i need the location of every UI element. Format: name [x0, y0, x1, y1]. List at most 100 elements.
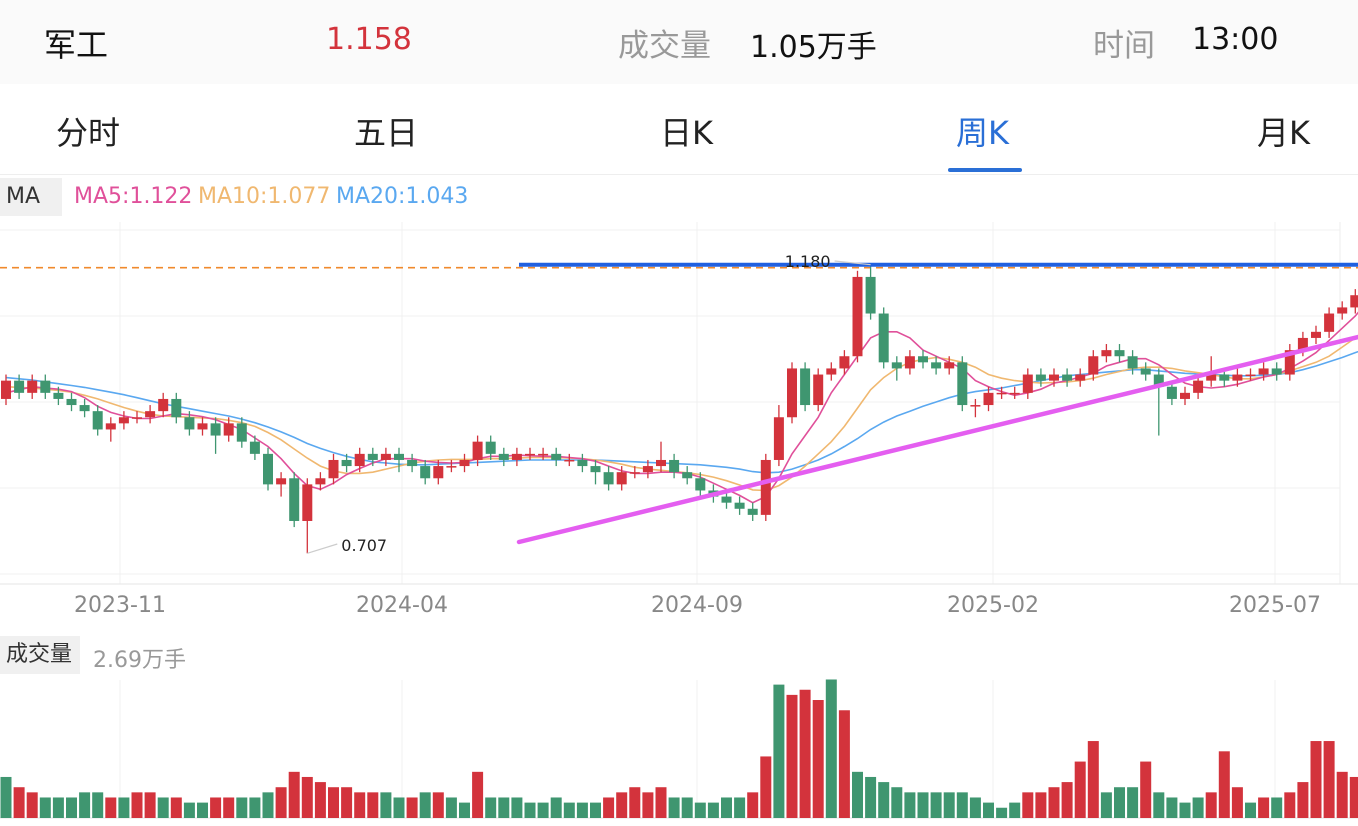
- candle-body: [184, 417, 195, 430]
- candle-body: [747, 508, 758, 515]
- volume-bar: [183, 802, 195, 818]
- candle-body: [394, 453, 404, 460]
- volume-indicator-selector[interactable]: 成交量: [0, 636, 80, 674]
- volume-bar: [1022, 792, 1034, 818]
- volume-bar: [157, 797, 169, 818]
- tab-monthly-k[interactable]: 月K: [1257, 114, 1310, 152]
- candle-body: [852, 276, 863, 357]
- candle-body: [682, 472, 693, 479]
- candle-body: [1049, 374, 1059, 381]
- candle-body: [236, 423, 247, 442]
- volume-bar: [275, 787, 287, 818]
- candle-body: [1206, 374, 1217, 381]
- volume-bar: [92, 792, 104, 818]
- volume-bar: [1310, 741, 1322, 818]
- candle-body: [1114, 350, 1125, 357]
- candle-body: [787, 368, 797, 418]
- volume-bar: [590, 802, 601, 818]
- tab-weekly-k[interactable]: 周K: [956, 114, 1009, 152]
- candle-body: [996, 392, 1007, 395]
- high-price-annotation: 1.180: [785, 252, 831, 271]
- last-price: 1.158: [326, 22, 412, 57]
- tab-five-day[interactable]: 五日: [354, 114, 419, 152]
- candle-body: [538, 453, 549, 456]
- tab-daily-k[interactable]: 日K: [660, 114, 713, 152]
- ma5-line: [5, 311, 1358, 504]
- volume-bar: [917, 792, 929, 818]
- active-tab-indicator: [948, 168, 1022, 172]
- candle-body: [328, 459, 339, 479]
- candle-body: [223, 423, 234, 436]
- candle-body: [564, 459, 575, 462]
- candle-body: [66, 398, 77, 406]
- volume-bar: [760, 756, 772, 818]
- volume-bar: [642, 792, 654, 818]
- instrument-name: 军工: [44, 26, 109, 64]
- volume-bar: [825, 679, 837, 818]
- candle-body: [656, 459, 666, 467]
- volume-bar: [1271, 797, 1283, 818]
- volume-bar: [1218, 751, 1230, 818]
- candle-body: [1350, 295, 1358, 308]
- candle-body: [210, 423, 221, 436]
- candle-body: [79, 405, 90, 412]
- volume-bar: [197, 802, 208, 818]
- volume-bar: [459, 802, 470, 818]
- candle-body: [1324, 313, 1335, 332]
- candle-body: [760, 459, 771, 515]
- volume-bar: [616, 792, 628, 818]
- candle-body: [92, 411, 103, 430]
- support-trendline: [516, 334, 1358, 545]
- candle-body: [407, 459, 418, 467]
- volume-bar: [367, 792, 379, 818]
- volume-bar: [524, 802, 536, 818]
- candle-body: [511, 453, 522, 460]
- volume-bar: [354, 792, 366, 818]
- candle-body: [1088, 356, 1099, 375]
- candle-body: [669, 459, 680, 473]
- volume-bar: [956, 792, 968, 818]
- volume-bar: [1192, 797, 1204, 818]
- volume-bar: [668, 797, 680, 818]
- candle-body: [1101, 350, 1112, 357]
- candle-body: [904, 356, 915, 369]
- volume-bar: [563, 802, 575, 818]
- x-tick-label: 2024-04: [356, 593, 448, 618]
- volume-bar: [210, 797, 222, 818]
- time-value: 13:00: [1192, 22, 1279, 57]
- volume-bar: [537, 802, 549, 818]
- candle-body: [171, 398, 182, 418]
- candle-body: [289, 478, 300, 521]
- candle-body: [1035, 374, 1046, 381]
- ma-selector[interactable]: MA: [0, 178, 62, 216]
- volume-bar: [891, 787, 903, 818]
- ma-legend: MA MA5:1.122 MA10:1.077 MA20:1.043: [0, 178, 1358, 216]
- volume-bar: [511, 797, 523, 818]
- volume-bar: [1205, 792, 1217, 818]
- candle-body: [1062, 374, 1073, 381]
- volume-bar: [26, 792, 38, 818]
- volume-bar: [969, 797, 981, 818]
- candle-body: [629, 472, 640, 474]
- volume-bar: [105, 797, 117, 818]
- candle-body: [603, 472, 614, 485]
- volume-bar: [52, 797, 64, 818]
- volume-bar: [393, 797, 405, 818]
- volume-bar: [983, 802, 994, 818]
- volume-bar: [262, 792, 274, 818]
- candle-body: [302, 484, 313, 521]
- volume-value: 1.05万手: [750, 30, 877, 65]
- volume-bar: [498, 797, 510, 818]
- candle-body: [1140, 368, 1151, 375]
- volume-bar: [904, 792, 916, 818]
- candle-body: [158, 398, 169, 412]
- tab-intraday[interactable]: 分时: [56, 114, 121, 152]
- low-annotation-leader: [307, 543, 338, 554]
- volume-bar: [943, 792, 955, 818]
- volume-bar: [1336, 771, 1348, 818]
- candle-body: [551, 453, 562, 460]
- candle-body: [276, 478, 287, 485]
- candle-body: [891, 362, 902, 369]
- candle-body: [341, 459, 352, 467]
